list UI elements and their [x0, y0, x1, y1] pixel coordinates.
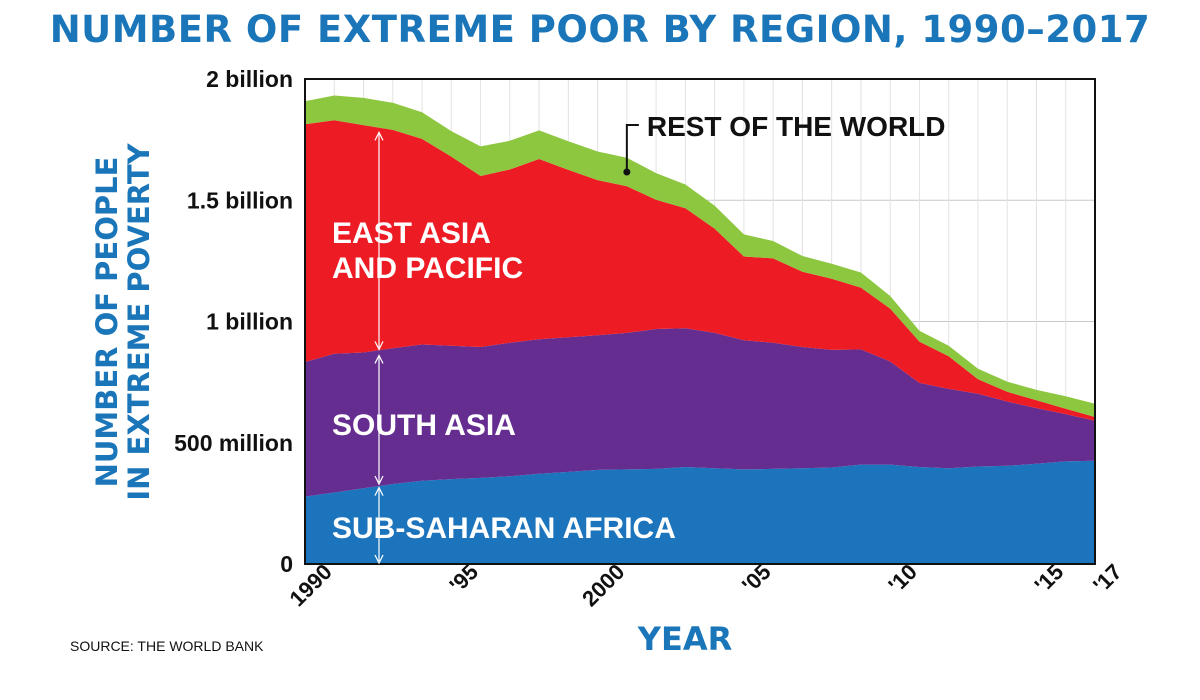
- arrow-head-up: [374, 354, 384, 364]
- arrow-head-up: [374, 131, 384, 141]
- east-asia-label-line1: EAST ASIA: [332, 217, 491, 250]
- east-asia-range-arrow: [374, 131, 384, 351]
- y-tick-label: 1.5 billion: [187, 187, 293, 213]
- area-south-asia: [305, 328, 1095, 497]
- plot-frame: [304, 78, 1096, 565]
- chart-title: NUMBER OF EXTREME POOR BY REGION, 1990–2…: [49, 8, 1151, 51]
- africa-label: SUB-SAHARAN AFRICA: [332, 512, 676, 545]
- y-tick-label: 0: [280, 551, 293, 577]
- x-axis-label: YEAR: [637, 620, 733, 658]
- south-asia-label: SOUTH ASIA: [332, 409, 516, 442]
- east-asia-label-line2: AND PACIFIC: [332, 252, 523, 285]
- area-sub-saharan-africa: [305, 460, 1095, 564]
- arrow-head-down: [374, 554, 384, 565]
- africa-range-arrow: [374, 486, 384, 565]
- arrow-head-down: [374, 341, 384, 351]
- area-rest-of-the-world: [305, 95, 1095, 417]
- rest-pointer-line: [625, 124, 639, 172]
- x-tick-label: 2000: [577, 559, 629, 611]
- rest-of-world-label: REST OF THE WORLD: [647, 111, 946, 142]
- source-note: SOURCE: THE WORLD BANK: [70, 638, 264, 654]
- south-asia-range-arrow: [374, 354, 384, 486]
- arrow-head-down: [374, 475, 384, 486]
- area-east-asia-and-pacific: [305, 120, 1095, 421]
- arrow-head-up: [374, 486, 384, 496]
- y-tick-label: 1 billion: [206, 309, 293, 335]
- y-tick-label: 500 million: [174, 430, 293, 456]
- y-tick-label: 2 billion: [206, 66, 293, 92]
